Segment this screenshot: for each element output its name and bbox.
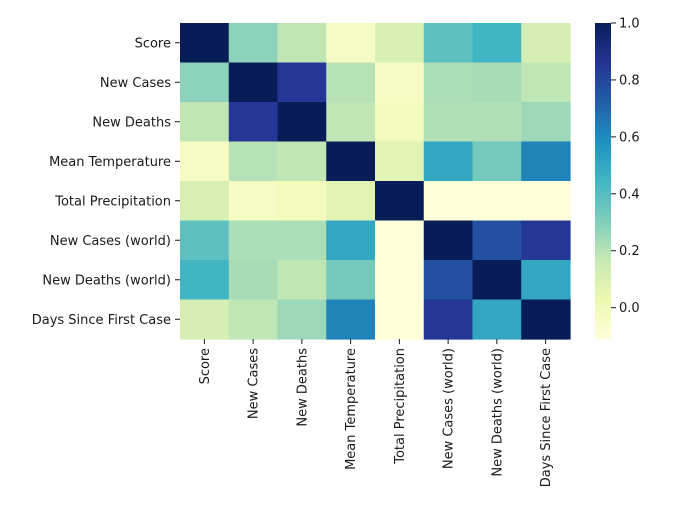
heatmap-cell [375, 181, 425, 222]
heatmap-cell [375, 62, 425, 103]
row-label: New Cases [100, 76, 171, 91]
heatmap-cell [375, 220, 425, 261]
heatmap-cell [228, 102, 279, 143]
heatmap-cell [326, 260, 376, 301]
heatmap-cell [277, 220, 327, 261]
heatmap-cell [472, 220, 522, 261]
heatmap-cell [180, 299, 230, 340]
heatmap-cell [180, 220, 230, 261]
row-label: Days Since First Case [32, 313, 171, 328]
heatmap-cell [521, 141, 571, 182]
heatmap-cell [423, 141, 474, 182]
heatmap-cell [521, 299, 571, 340]
colorbar-tick-label: 0.8 [619, 73, 640, 88]
heatmap-cell [180, 62, 230, 103]
heatmap-cell [472, 260, 522, 301]
heatmap-cell [326, 141, 376, 182]
column-label: New Deaths (world) [490, 348, 505, 477]
heatmap-cells [180, 23, 571, 340]
heatmap-cell [228, 141, 279, 182]
heatmap-cell [375, 299, 425, 340]
colorbar-tick-label: 0.0 [619, 301, 640, 316]
heatmap-cell [326, 181, 376, 222]
colorbar-tick-label: 0.4 [619, 187, 640, 202]
colorbar: 1.0 0.8 0.6 0.4 0.2 0.0 [595, 17, 640, 339]
heatmap-cell [423, 62, 474, 103]
row-label: New Deaths [92, 115, 171, 130]
heatmap-cell [277, 181, 327, 222]
heatmap-cell [180, 181, 230, 222]
heatmap-cell [180, 260, 230, 301]
row-label: New Deaths (world) [42, 273, 171, 288]
heatmap-cell [472, 299, 522, 340]
row-label: Mean Temperature [49, 155, 171, 170]
heatmap-cell [472, 102, 522, 143]
heatmap-cell [326, 299, 376, 340]
heatmap-cell [326, 102, 376, 143]
heatmap-cell [423, 23, 474, 64]
heatmap-cell [472, 141, 522, 182]
heatmap-cell [326, 220, 376, 261]
heatmap-cell [277, 299, 327, 340]
heatmap-cell [277, 23, 327, 64]
heatmap-cell [277, 62, 327, 103]
heatmap-cell [472, 62, 522, 103]
column-label: Mean Temperature [344, 348, 359, 470]
row-labels: Score New Cases New Deaths Mean Temperature… [32, 36, 180, 328]
heatmap-cell [423, 220, 474, 261]
heatmap-cell [375, 23, 425, 64]
column-label: Score [198, 348, 213, 384]
heatmap-cell [521, 260, 571, 301]
heatmap-cell [277, 102, 327, 143]
heatmap-cell [472, 23, 522, 64]
column-label: New Cases [247, 348, 262, 419]
heatmap-cell [375, 141, 425, 182]
heatmap-cell [277, 141, 327, 182]
heatmap-cell [375, 260, 425, 301]
heatmap-cell [423, 102, 474, 143]
column-label: Days Since First Case [539, 348, 554, 487]
heatmap-cell [472, 181, 522, 222]
heatmap-cell [277, 260, 327, 301]
heatmap-cell [375, 102, 425, 143]
heatmap-cell [180, 141, 230, 182]
heatmap-cell [326, 23, 376, 64]
heatmap-cell [521, 62, 571, 103]
heatmap-cell [423, 181, 474, 222]
heatmap-cell [423, 260, 474, 301]
heatmap-cell [228, 220, 279, 261]
heatmap-cell [228, 62, 279, 103]
colorbar-tick-label: 0.6 [619, 130, 640, 145]
column-labels: Score New Cases New Deaths Mean Temperature… [198, 339, 554, 487]
row-label: Total Precipitation [54, 194, 171, 209]
heatmap-cell [180, 23, 230, 64]
heatmap-cell [326, 62, 376, 103]
row-label: New Cases (world) [50, 234, 171, 249]
column-label: Total Precipitation [393, 348, 408, 465]
heatmap-cell [423, 299, 474, 340]
heatmap-cell [521, 220, 571, 261]
colorbar-tick-label: 0.2 [619, 244, 640, 259]
heatmap-cell [180, 102, 230, 143]
heatmap-cell [521, 102, 571, 143]
heatmap-cell [228, 299, 279, 340]
heatmap-cell [228, 23, 279, 64]
colorbar-tick-label: 1.0 [619, 17, 640, 32]
heatmap-cell [228, 260, 279, 301]
heatmap-cell [521, 181, 571, 222]
heatmap-cell [521, 23, 571, 64]
colorbar-gradient [595, 23, 611, 339]
row-label: Score [135, 36, 171, 51]
column-label: New Cases (world) [442, 348, 457, 469]
column-label: New Deaths [295, 348, 310, 427]
heatmap-cell [228, 181, 279, 222]
